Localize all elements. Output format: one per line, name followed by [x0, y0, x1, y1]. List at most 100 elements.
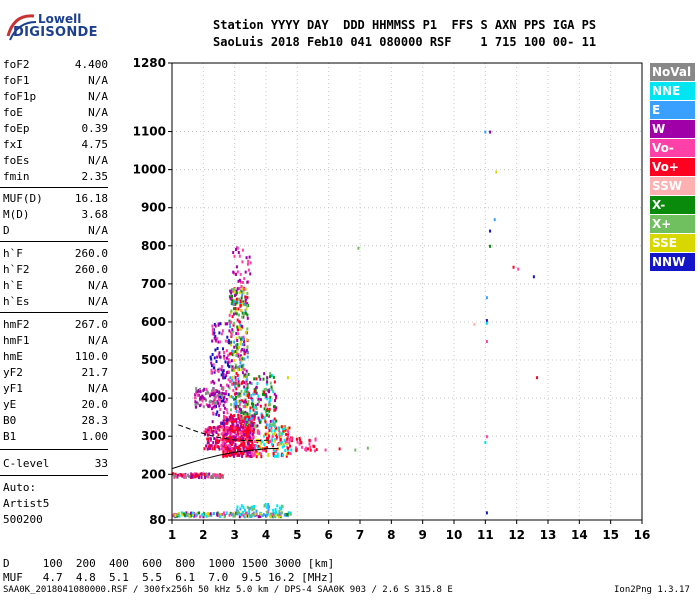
- echo-mark: [221, 447, 224, 451]
- echo-mark: [308, 442, 311, 446]
- echo-mark: [285, 442, 288, 446]
- echo-mark: [259, 420, 262, 424]
- echo-mark: [210, 357, 213, 361]
- echo-mark: [301, 445, 304, 449]
- echo-mark: [234, 248, 237, 252]
- echo-mark: [214, 390, 217, 394]
- echo-mark: [246, 426, 249, 430]
- echo-mark: [218, 331, 221, 335]
- echo-mark: [256, 424, 259, 428]
- echo-mark: [232, 323, 235, 327]
- echo-mark: [225, 356, 228, 360]
- echo-mark: [253, 504, 256, 508]
- echo-mark: [230, 446, 233, 450]
- echo-mark: [229, 435, 232, 439]
- echo-mark: [272, 419, 275, 423]
- echo-mark: [214, 369, 217, 373]
- echo-mark: [275, 437, 278, 441]
- echo-mark: [176, 474, 179, 478]
- echo-mark: [255, 411, 258, 415]
- echo-mark: [241, 357, 244, 361]
- echo-mark: [183, 475, 186, 479]
- echo-mark: [255, 377, 258, 381]
- echo-mark: [232, 288, 235, 292]
- echo-mark: [239, 414, 242, 418]
- echo-mark: [230, 419, 233, 423]
- echo-mark: [242, 380, 245, 384]
- echo-mark: [227, 339, 230, 343]
- echo-mark: [245, 382, 248, 386]
- echo-mark: [249, 431, 252, 435]
- echo-mark: [239, 303, 242, 307]
- echo-mark: [270, 442, 273, 446]
- echo-mark: [234, 381, 237, 385]
- echo-mark: [220, 432, 223, 436]
- echo-mark: [228, 431, 231, 435]
- echo-mark: [238, 403, 241, 407]
- echo-mark: [241, 420, 244, 424]
- echo-mark: [269, 515, 272, 519]
- echo-mark: [218, 428, 221, 432]
- echo-mark: [267, 390, 270, 394]
- echo-mark: [210, 475, 213, 479]
- echo-mark: [234, 302, 237, 306]
- echo-mark: [270, 385, 273, 389]
- param-he: h`E N/A: [3, 279, 108, 292]
- echo-mark: [237, 297, 240, 301]
- echo-mark: [246, 302, 249, 306]
- echo-mark: [268, 388, 271, 392]
- echo-mark: [231, 395, 234, 399]
- plot-frame: [171, 62, 643, 521]
- echo-mark: [234, 375, 237, 379]
- echo-mark: [267, 431, 270, 435]
- echo-mark: [178, 512, 181, 516]
- echo-mark: [248, 514, 251, 518]
- echo-mark: [205, 514, 208, 518]
- echo-mark: [259, 404, 262, 408]
- echo-mark: [206, 390, 209, 394]
- echo-mark: [212, 433, 215, 437]
- echo-mark: [271, 444, 274, 448]
- echo-mark: [213, 356, 216, 360]
- echo-mark: [242, 452, 245, 456]
- echo-mark: [275, 406, 278, 410]
- header-field-s: S: [480, 18, 488, 32]
- header-value-iga: 00-: [552, 35, 575, 49]
- echo-mark: [191, 475, 194, 479]
- echo-mark: [194, 402, 197, 406]
- echo-mark: [289, 512, 292, 516]
- echo-mark: [262, 377, 265, 381]
- echo-mark: [174, 513, 177, 517]
- echo-mark: [274, 399, 277, 403]
- echo-mark: [194, 393, 197, 397]
- echo-mark: [223, 406, 226, 410]
- echo-mark: [273, 454, 276, 458]
- echo-mark: [228, 329, 231, 333]
- profile-lines: [171, 424, 279, 470]
- echo-mark: [269, 398, 272, 402]
- echo-mark: [265, 426, 268, 430]
- echo-mark: [235, 301, 238, 305]
- echo-mark: [266, 506, 269, 510]
- echo-mark: [191, 511, 194, 515]
- echo-mark: [224, 339, 227, 343]
- echo-mark: [263, 388, 266, 392]
- echo-mark: [234, 392, 237, 396]
- echo-mark: [235, 354, 238, 358]
- echo-mark: [250, 394, 253, 398]
- echo-mark: [241, 248, 244, 252]
- echo-mark: [258, 375, 261, 379]
- echo-mark: [234, 349, 237, 353]
- echo-mark: [241, 285, 244, 289]
- echo-mark: [269, 381, 272, 385]
- echo-mark: [199, 390, 202, 394]
- echo-mark: [267, 426, 270, 430]
- echo-mark: [222, 435, 225, 439]
- echo-mark: [231, 315, 234, 319]
- echo-mark: [240, 285, 243, 289]
- muf-label: MUF: [3, 571, 23, 584]
- autoscale-code: 500200: [3, 513, 43, 526]
- echo-mark: [216, 355, 219, 359]
- echo-mark: [268, 400, 271, 404]
- echo-mark: [210, 368, 213, 372]
